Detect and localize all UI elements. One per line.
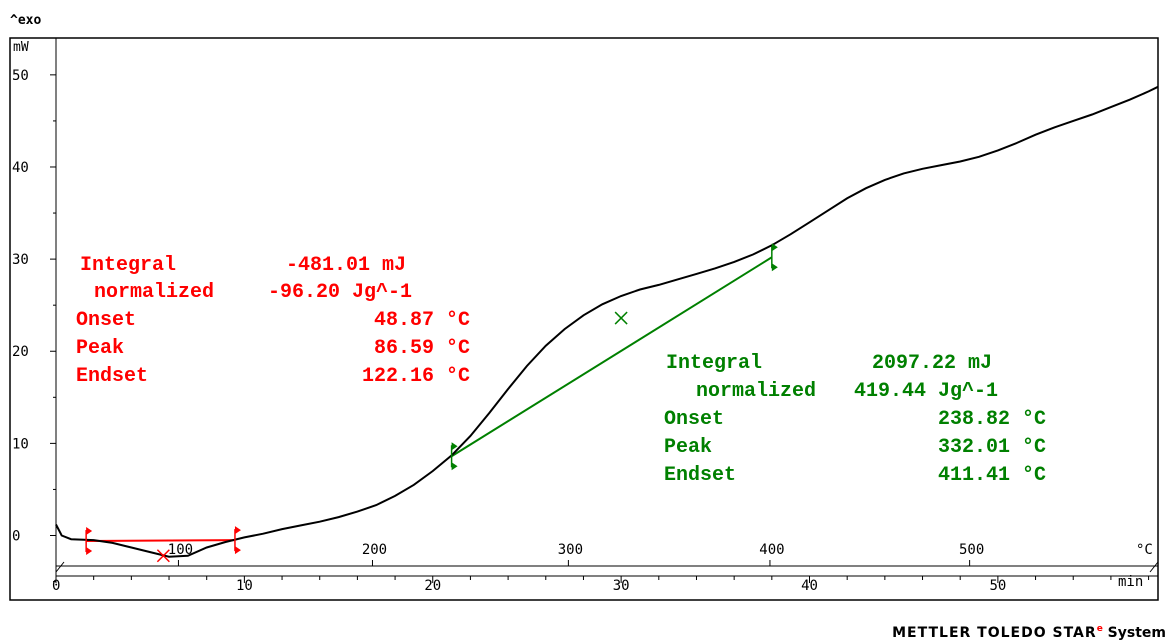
temp-tick-label: 100 bbox=[168, 542, 193, 558]
red-peak-label: Peak bbox=[76, 337, 124, 360]
x-axis-label: min bbox=[1118, 574, 1143, 590]
green-onset-label: Onset bbox=[664, 408, 724, 431]
green-onset-value: 238.82 °C bbox=[938, 408, 1046, 431]
green-endset-value: 411.41 °C bbox=[938, 464, 1046, 487]
x-tick-label: 50 bbox=[989, 578, 1006, 594]
red-normalized-value: -96.20 Jg^-1 bbox=[268, 281, 412, 304]
y-tick-label: 10 bbox=[12, 436, 29, 452]
brand-footer: METTLER TOLEDO STARe System bbox=[892, 624, 1166, 641]
annotation-red: Integral -481.01 mJ normalized -96.20 Jg… bbox=[76, 254, 470, 388]
temp-tick-label: 500 bbox=[959, 542, 984, 558]
green-integral-label: Integral bbox=[666, 352, 762, 375]
x-tick-label: 30 bbox=[613, 578, 630, 594]
temp-axis-break bbox=[55, 561, 65, 573]
series-line-dsc bbox=[55, 85, 1159, 558]
green-normalized-value: 419.44 Jg^-1 bbox=[854, 380, 998, 403]
x-tick-label: 20 bbox=[424, 578, 441, 594]
limit-arrow bbox=[86, 527, 93, 536]
y-tick-label: 20 bbox=[12, 344, 29, 360]
baseline-0 bbox=[86, 539, 235, 543]
brand-name: METTLER TOLEDO STAR bbox=[892, 625, 1097, 641]
baseline-1 bbox=[451, 256, 773, 458]
x-axis: 0 10 20 30 40 50 bbox=[52, 575, 1158, 594]
y-axis: 0 10 20 30 40 50 bbox=[12, 38, 57, 583]
limit-arrow bbox=[451, 442, 458, 451]
temp-tick-label: 400 bbox=[759, 542, 784, 558]
y-tick-label: 50 bbox=[12, 68, 29, 84]
x-tick-label: 10 bbox=[236, 578, 253, 594]
evaluation-markers bbox=[85, 243, 778, 563]
brand-sup: e bbox=[1097, 624, 1103, 634]
x-tick-label: 0 bbox=[52, 578, 60, 594]
red-integral-label: Integral bbox=[80, 254, 176, 277]
peak-marker bbox=[156, 549, 170, 563]
plot-frame bbox=[9, 37, 1159, 601]
limit-arrow bbox=[771, 263, 778, 272]
green-endset-label: Endset bbox=[664, 464, 736, 487]
y-tick-label: 40 bbox=[12, 160, 29, 176]
red-peak-value: 86.59 °C bbox=[374, 337, 470, 360]
peak-marker bbox=[614, 311, 628, 325]
y-tick-label: 30 bbox=[12, 252, 29, 268]
limit-arrow bbox=[234, 546, 241, 555]
temp-unit-label: °C bbox=[1136, 542, 1153, 558]
green-peak-value: 332.01 °C bbox=[938, 436, 1046, 459]
temp-tick-label: 300 bbox=[558, 542, 583, 558]
red-onset-label: Onset bbox=[76, 309, 136, 332]
limit-arrow bbox=[771, 243, 778, 252]
limit-arrow bbox=[86, 547, 93, 556]
red-integral-value: -481.01 mJ bbox=[286, 254, 406, 277]
y-tick-label: 0 bbox=[12, 529, 20, 545]
red-normalized-label: normalized bbox=[94, 281, 214, 304]
limit-arrow bbox=[451, 462, 458, 471]
evaluations bbox=[86, 256, 773, 543]
y-unit-label: mW bbox=[13, 40, 29, 55]
limit-arrow bbox=[234, 526, 241, 535]
green-integral-value: 2097.22 mJ bbox=[872, 352, 992, 375]
brand-suffix: System bbox=[1103, 625, 1166, 641]
green-peak-label: Peak bbox=[664, 436, 712, 459]
exo-label: ^exo bbox=[10, 13, 41, 28]
green-normalized-label: normalized bbox=[696, 380, 816, 403]
red-endset-value: 122.16 °C bbox=[362, 365, 470, 388]
temp-tick-label: 200 bbox=[362, 542, 387, 558]
x-tick-label: 40 bbox=[801, 578, 818, 594]
red-endset-label: Endset bbox=[76, 365, 148, 388]
temperature-axis: 100 200 300 400 500 bbox=[55, 542, 1159, 573]
red-onset-value: 48.87 °C bbox=[374, 309, 470, 332]
temp-axis-break bbox=[1149, 561, 1159, 573]
annotation-green: Integral 2097.22 mJ normalized 419.44 Jg… bbox=[664, 352, 1046, 487]
